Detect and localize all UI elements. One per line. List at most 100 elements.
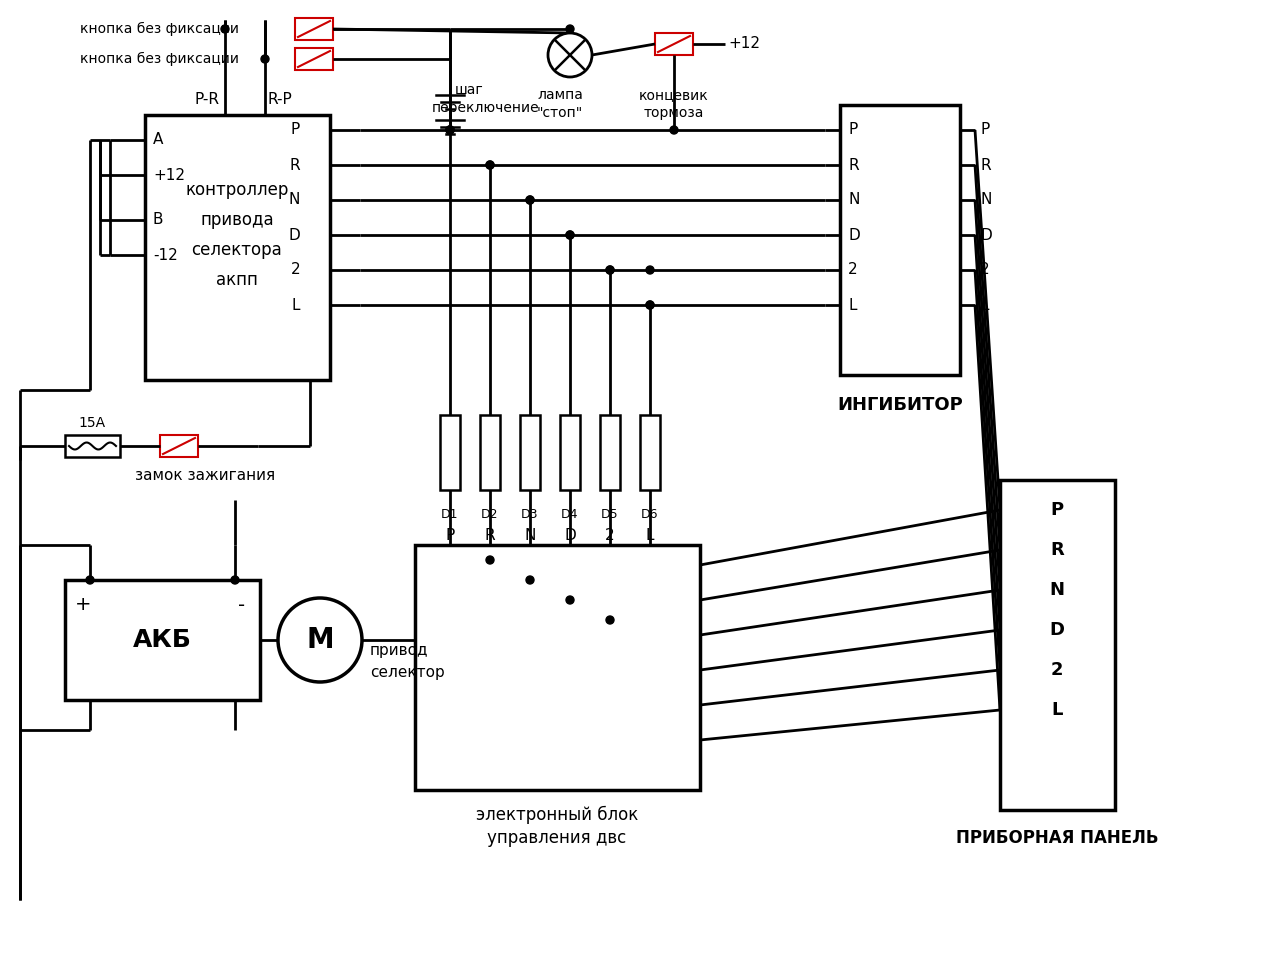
Text: R: R [1050,541,1064,559]
Circle shape [86,576,93,584]
Circle shape [566,596,573,604]
Text: D3: D3 [521,509,539,521]
Text: электронный блок: электронный блок [476,805,639,824]
Bar [640,415,660,490]
Circle shape [605,266,614,274]
Bar [145,115,330,380]
Text: переключение: переключение [433,101,540,115]
Text: -12: -12 [154,248,178,262]
Text: 2: 2 [291,262,300,277]
Circle shape [445,126,454,134]
Text: +12: +12 [154,167,186,182]
Text: D: D [980,228,992,243]
Text: D: D [849,228,860,243]
Circle shape [526,196,534,204]
Bar [440,415,460,490]
Circle shape [566,231,573,239]
Bar [561,415,580,490]
Text: L: L [1051,701,1062,719]
Text: N: N [525,527,536,542]
Text: P: P [1051,501,1064,519]
Circle shape [669,126,678,134]
Text: "стоп": "стоп" [536,106,584,120]
Circle shape [445,126,454,134]
Circle shape [486,161,494,169]
Text: P: P [849,123,858,137]
Text: +: + [74,595,91,614]
Bar [160,435,198,457]
Text: ПРИБОРНАЯ ПАНЕЛЬ: ПРИБОРНАЯ ПАНЕЛЬ [956,829,1158,847]
Text: D5: D5 [602,509,618,521]
Text: L: L [980,298,988,313]
Text: N: N [849,193,859,207]
Circle shape [526,576,534,584]
Text: лампа: лампа [538,88,582,102]
Text: 2: 2 [1051,661,1064,679]
Text: L: L [645,527,654,542]
Circle shape [486,556,494,564]
Bar [415,545,700,790]
Text: тормоза: тормоза [644,106,704,120]
Bar [294,48,333,70]
Text: шаг: шаг [454,83,484,97]
Text: 2: 2 [980,262,989,277]
Text: P-R: P-R [195,92,219,108]
Text: P: P [980,123,989,137]
Text: N: N [288,193,300,207]
Circle shape [566,25,573,33]
Text: D1: D1 [442,509,458,521]
Bar [600,415,620,490]
Bar [520,415,540,490]
Text: 2: 2 [605,527,614,542]
Text: привод: привод [370,642,429,658]
Text: D: D [564,527,576,542]
Text: P: P [291,123,300,137]
Text: N: N [1050,581,1065,599]
Text: D2: D2 [481,509,499,521]
Circle shape [646,301,654,309]
Text: -: - [238,595,246,614]
Bar [1000,480,1115,810]
Circle shape [221,25,229,33]
Circle shape [646,266,654,274]
Text: D6: D6 [641,509,659,521]
Text: P: P [445,527,454,542]
Bar [840,105,960,375]
Text: концевик: концевик [639,88,709,102]
Text: кнопка без фиксации: кнопка без фиксации [79,52,239,66]
Text: R: R [849,157,859,173]
Bar [294,18,333,40]
Text: 15А: 15А [78,416,105,430]
Text: 2: 2 [849,262,858,277]
Bar [65,435,120,457]
Circle shape [230,576,239,584]
Circle shape [278,598,362,682]
Bar [655,33,692,55]
Bar [65,580,260,700]
Circle shape [548,33,591,77]
Text: АКБ: АКБ [133,628,192,652]
Text: D4: D4 [561,509,579,521]
Text: L: L [292,298,300,313]
Text: селектор: селектор [370,664,444,680]
Text: контроллер: контроллер [186,181,289,199]
Circle shape [486,161,494,169]
Text: R: R [980,157,991,173]
Circle shape [605,616,614,624]
Text: замок зажигания: замок зажигания [134,468,275,483]
Text: D: D [1050,621,1065,639]
Text: A: A [154,132,164,148]
Text: +12: +12 [728,36,760,52]
Text: М: М [306,626,334,654]
Text: L: L [849,298,856,313]
Circle shape [646,301,654,309]
Circle shape [566,231,573,239]
Text: N: N [980,193,992,207]
Text: привода: привода [200,211,274,229]
Text: R: R [485,527,495,542]
Circle shape [605,266,614,274]
Text: управления двс: управления двс [488,829,627,847]
Text: кнопка без фиксации: кнопка без фиксации [79,22,239,36]
Text: селектора: селектора [192,241,283,259]
Text: D: D [288,228,300,243]
